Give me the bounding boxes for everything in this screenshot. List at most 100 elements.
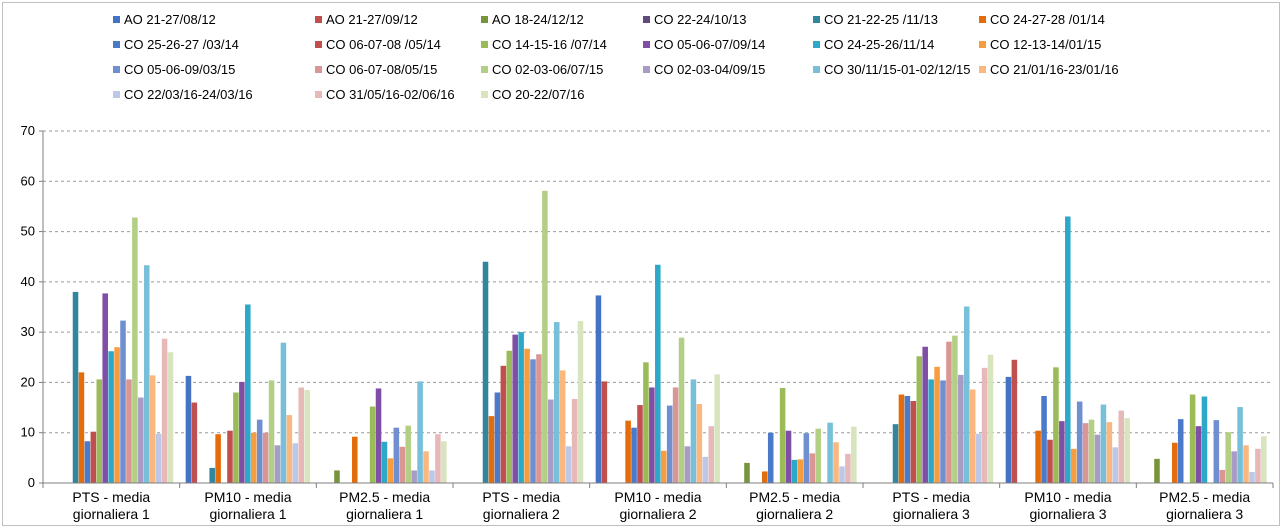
bar [958,374,964,483]
legend-label: CO 14-15-16 /07/14 [492,37,607,52]
legend-swatch [113,66,120,73]
bar [744,462,750,483]
bar [239,381,245,483]
bar [304,389,310,483]
x-category-label: PM2.5 - media giornaliera 1 [339,489,430,522]
bar [666,405,673,483]
bar [803,433,810,483]
y-tick-label: 10 [21,425,35,440]
legend-swatch [315,16,322,23]
bar [143,265,150,483]
bar [565,446,572,483]
legend-label: CO 31/05/16-02/06/16 [326,87,455,102]
bar [833,442,839,483]
bar [1112,447,1119,483]
bar [696,404,703,483]
bar [482,261,489,483]
bar [1189,394,1196,483]
bar [548,399,554,483]
bar [649,387,655,483]
bar [851,426,857,483]
bar [655,264,661,483]
bar [155,433,162,483]
x-category-label: PTS - media giornaliera 3 [892,489,970,522]
legend-label: CO 22-24/10/13 [654,12,747,27]
legend-label: CO 22/03/16-24/03/16 [124,87,253,102]
bar [1094,434,1101,483]
x-category-label: PM2.5 - media giornaliera 2 [749,489,840,522]
y-tick-label: 0 [28,475,35,490]
legend-swatch [813,66,820,73]
bar [702,456,709,483]
bar [185,375,192,483]
legend-label: CO 25-26-27 /03/14 [124,37,239,52]
bar [952,335,958,483]
bar [1219,469,1226,483]
bar [524,348,530,483]
bar [72,291,79,483]
bar [215,434,221,483]
bar [393,427,400,483]
legend-swatch [113,16,120,23]
bar [1041,396,1047,483]
bar [286,415,293,483]
bar [553,322,560,483]
bar-chart: AO 21-27/08/12 AO 21-27/09/12 AO 18-24/12/… [21,12,1274,522]
bar [114,347,120,483]
bar [90,431,97,483]
bar [767,432,774,483]
legend-label: CO 05-06-07/09/14 [654,37,765,52]
bar [209,467,215,483]
bar [1100,404,1107,483]
bar [387,458,394,483]
bar [167,352,174,483]
bar [1076,401,1083,483]
bar [161,338,168,483]
bar [268,380,275,483]
bar [1047,439,1053,483]
bar [227,430,233,483]
bar [96,379,103,483]
legend-swatch [481,16,488,23]
bar [785,430,792,483]
bar [625,420,631,483]
legend-swatch [481,41,488,48]
bar [292,443,299,483]
bar [429,470,435,483]
bar [405,425,411,483]
bar [845,453,851,483]
x-category-label: PM2.5 - media giornaliera 3 [1159,489,1250,522]
bar [78,372,85,483]
bar [1213,420,1220,483]
bar [423,451,429,483]
bar [904,396,911,483]
y-tick-label: 60 [21,173,35,188]
bar [797,459,804,483]
bar [791,459,798,483]
bar [1154,458,1160,483]
bar [601,381,608,483]
legend-label: CO 02-03-06/07/15 [492,62,603,77]
bar [506,350,513,483]
bar [149,375,156,483]
bar [1005,376,1012,483]
legend-label: CO 06-07-08 /05/14 [326,37,441,52]
x-category-label: PM10 - media giornaliera 2 [614,489,701,522]
bar [643,362,649,483]
legend-swatch [315,41,322,48]
bar [399,446,406,483]
bar [910,401,917,483]
bar [1225,432,1231,483]
y-axis-ticks: 0 10 20 30 40 50 60 70 [21,123,43,490]
legend-label: CO 02-03-04/09/15 [654,62,765,77]
y-tick-label: 30 [21,324,35,339]
bar [441,441,447,483]
legend-label: AO 18-24/12/12 [492,12,584,27]
y-tick-label: 20 [21,374,35,389]
bar [500,365,507,483]
bar [571,399,578,483]
bar [488,416,495,483]
bar [1124,418,1130,483]
legend-swatch [643,16,650,23]
